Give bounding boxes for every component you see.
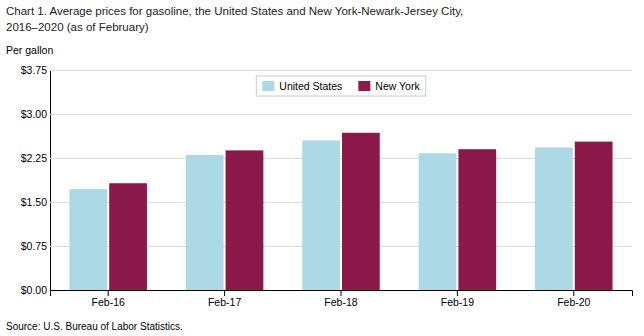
- chart: Chart 1. Average prices for gasoline, th…: [0, 0, 644, 336]
- x-axis: Feb-16 Feb-17 Feb-18 Feb-19 Feb-20: [51, 290, 633, 308]
- x-axis-line: [51, 291, 633, 297]
- bar: [535, 147, 573, 290]
- y-tick-label: $1.50: [21, 196, 47, 208]
- y-tick: $3.75: [21, 64, 632, 76]
- y-label: Per gallon: [6, 44, 53, 56]
- legend-item: United States: [262, 80, 342, 92]
- legend-label: New York: [375, 80, 420, 92]
- tick-mark: [341, 290, 342, 296]
- bar: [419, 153, 457, 290]
- bars: [69, 133, 612, 290]
- bar: [342, 133, 380, 290]
- source: Source: U.S. Bureau of Labor Statistics.: [6, 321, 183, 332]
- y-axis-line: [51, 71, 633, 291]
- grid-line: [50, 70, 632, 71]
- bar: [575, 142, 613, 290]
- y-tick-label: $0.00: [21, 284, 47, 296]
- x-tick-label: Feb-17: [208, 296, 241, 308]
- tick-mark: [224, 290, 225, 296]
- y-tick-label: $0.75: [21, 240, 47, 252]
- legend-item: New York: [358, 80, 420, 92]
- legend-swatch: [358, 81, 370, 91]
- tick-mark: [457, 290, 458, 296]
- subtitle: 2016–2020 (as of February): [6, 21, 149, 33]
- bar: [226, 150, 264, 290]
- tick-mark: [573, 290, 574, 296]
- y-tick: $3.00: [21, 108, 632, 120]
- legend: United States New York: [256, 76, 425, 96]
- plot: $0.00$0.75$1.50$2.25$3.00$3.75Feb-16Feb-…: [21, 64, 633, 309]
- tick-mark: [108, 290, 109, 296]
- x-tick: Feb-18: [324, 290, 357, 308]
- title: Chart 1. Average prices for gasoline, th…: [6, 5, 463, 17]
- legend-swatch: [262, 81, 274, 91]
- bar: [109, 183, 147, 290]
- x-tick: Feb-19: [441, 290, 474, 308]
- x-tick: Feb-17: [208, 290, 241, 308]
- legend-label: United States: [279, 80, 342, 92]
- x-tick: Feb-16: [92, 290, 125, 308]
- bar: [302, 140, 340, 290]
- y-axis: $0.00 $0.75 $1.50 $2.25 $3.00 $3.75: [21, 64, 632, 296]
- y-tick-label: $2.25: [21, 152, 47, 164]
- y-tick-label: $3.00: [21, 108, 47, 120]
- x-tick: Feb-20: [557, 290, 590, 308]
- x-tick-label: Feb-20: [557, 296, 590, 308]
- legend-box: [256, 76, 425, 96]
- x-tick-label: Feb-18: [324, 296, 357, 308]
- grid-line: [50, 114, 632, 115]
- x-tick-label: Feb-16: [92, 296, 125, 308]
- bar: [69, 189, 107, 290]
- y-tick-label: $3.75: [21, 64, 47, 76]
- bar: [186, 155, 224, 290]
- bar: [458, 149, 496, 290]
- x-tick-label: Feb-19: [441, 296, 474, 308]
